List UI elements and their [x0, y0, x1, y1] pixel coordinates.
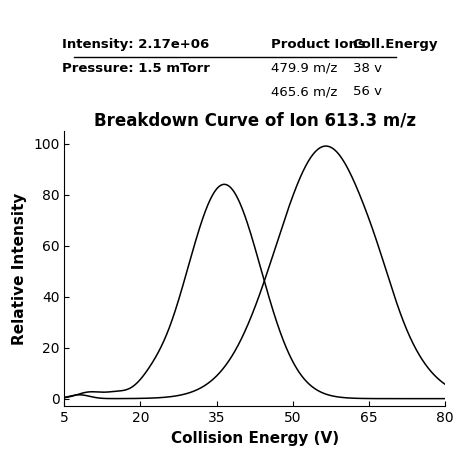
Text: Pressure: 1.5 mTorr: Pressure: 1.5 mTorr [62, 62, 210, 75]
X-axis label: Collision Energy (V): Collision Energy (V) [171, 431, 339, 446]
Text: 479.9 m/z: 479.9 m/z [271, 62, 337, 75]
Text: 56 v: 56 v [353, 85, 381, 98]
Text: 38 v: 38 v [353, 62, 381, 75]
Title: Breakdown Curve of Ion 613.3 m/z: Breakdown Curve of Ion 613.3 m/z [94, 111, 416, 129]
Y-axis label: Relative Intensity: Relative Intensity [12, 192, 28, 345]
Text: Coll.Energy: Coll.Energy [353, 38, 438, 51]
Text: Intensity: 2.17e+06: Intensity: 2.17e+06 [62, 38, 209, 51]
Text: Product Ions: Product Ions [271, 38, 365, 51]
Text: 465.6 m/z: 465.6 m/z [271, 85, 337, 98]
